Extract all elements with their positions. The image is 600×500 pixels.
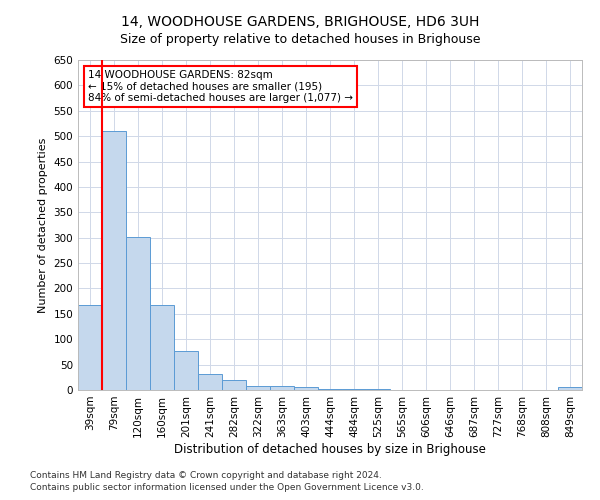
Bar bbox=[78, 304, 102, 390]
Text: 14, WOODHOUSE GARDENS, BRIGHOUSE, HD6 3UH: 14, WOODHOUSE GARDENS, BRIGHOUSE, HD6 3U… bbox=[121, 15, 479, 29]
Bar bbox=[150, 304, 174, 390]
Text: 14 WOODHOUSE GARDENS: 82sqm
← 15% of detached houses are smaller (195)
84% of se: 14 WOODHOUSE GARDENS: 82sqm ← 15% of det… bbox=[88, 70, 353, 103]
Text: Contains HM Land Registry data © Crown copyright and database right 2024.: Contains HM Land Registry data © Crown c… bbox=[30, 471, 382, 480]
Text: Contains public sector information licensed under the Open Government Licence v3: Contains public sector information licen… bbox=[30, 484, 424, 492]
X-axis label: Distribution of detached houses by size in Brighouse: Distribution of detached houses by size … bbox=[174, 442, 486, 456]
Bar bbox=[126, 236, 150, 390]
Bar bbox=[246, 386, 270, 390]
Text: Size of property relative to detached houses in Brighouse: Size of property relative to detached ho… bbox=[120, 32, 480, 46]
Bar bbox=[222, 380, 246, 390]
Bar bbox=[558, 388, 582, 390]
Y-axis label: Number of detached properties: Number of detached properties bbox=[38, 138, 48, 312]
Bar bbox=[294, 388, 318, 390]
Bar bbox=[174, 351, 198, 390]
Bar bbox=[198, 374, 222, 390]
Bar bbox=[270, 386, 294, 390]
Bar bbox=[102, 131, 126, 390]
